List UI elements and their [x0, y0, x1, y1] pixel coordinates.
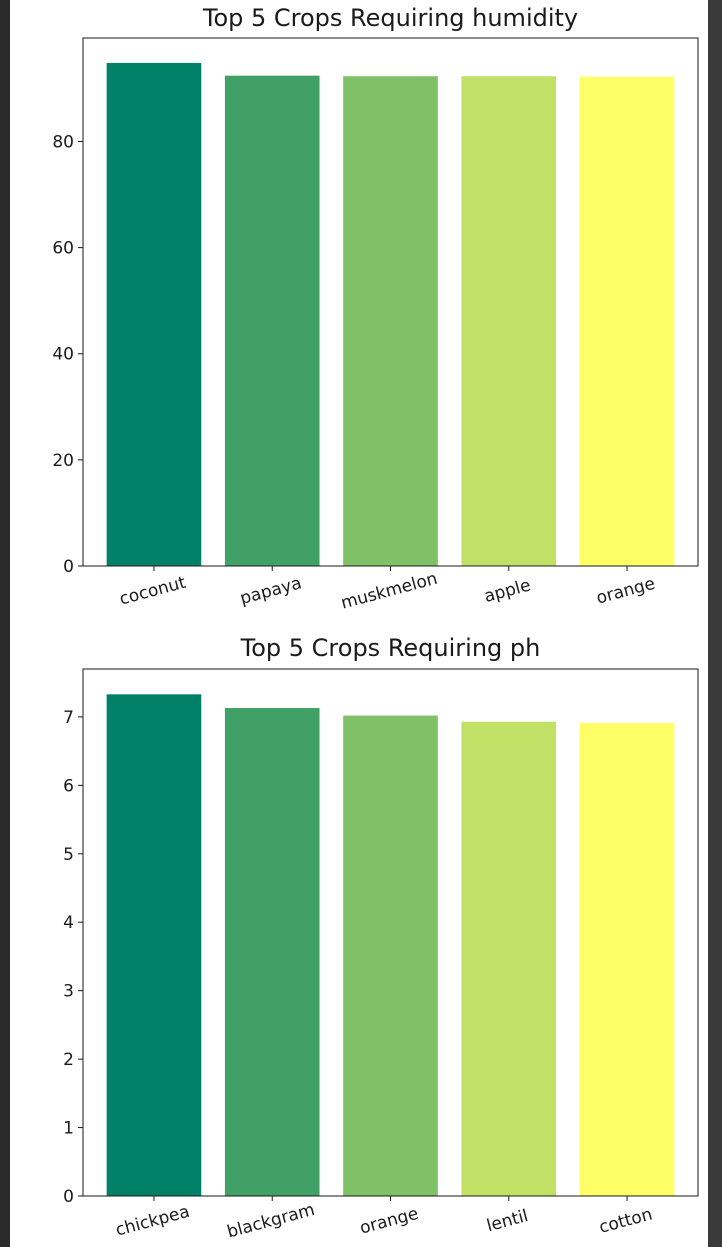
- y-tick-label: 80: [52, 132, 74, 152]
- y-tick-label: 2: [63, 1050, 74, 1070]
- y-tick-label: 3: [63, 982, 74, 1002]
- chart-figure: Top 5 Crops Requiring humidity Top 5 Cro…: [52, 4, 699, 1243]
- x-tick-label: coconut: [117, 573, 188, 610]
- x-tick-label: blackgram: [225, 1200, 317, 1243]
- x-tick-label: apple: [482, 575, 533, 607]
- y-tick-label: 1: [63, 1119, 74, 1139]
- bar-cotton: [579, 723, 675, 1196]
- x-tick-label: chickpea: [114, 1202, 192, 1241]
- y-tick-label: 40: [52, 345, 74, 365]
- bar-lentil: [461, 721, 557, 1196]
- y-tick-label: 4: [63, 913, 74, 933]
- scrollbar[interactable]: [708, 0, 722, 1247]
- figure-canvas: Top 5 Crops Requiring humidity Top 5 Cro…: [10, 0, 708, 1247]
- x-tick-label: lentil: [485, 1206, 531, 1236]
- ph-plot: chickpea blackgram orange lentil cotton 0 1 2 3 4…: [63, 668, 699, 1243]
- plot-frame: [82, 668, 699, 1197]
- x-tick-label: cotton: [597, 1204, 655, 1237]
- bar-orange: [579, 76, 675, 567]
- x-tick-label: orange: [594, 574, 657, 609]
- y-tick-label: 0: [63, 1187, 74, 1207]
- y-tick-label: 20: [52, 451, 74, 471]
- humidity-plot: coconut papaya muskmelon apple orange 0 20 40 60…: [52, 37, 699, 614]
- plot-frame: [82, 37, 699, 567]
- bar-blackgram: [224, 708, 320, 1196]
- bar-orange: [343, 715, 438, 1196]
- y-tick-label: 5: [63, 845, 74, 865]
- x-tick-label: muskmelon: [339, 569, 440, 614]
- bar-apple: [461, 76, 557, 567]
- chart-title-humidity: Top 5 Crops Requiring humidity: [202, 4, 578, 32]
- y-tick-label: 7: [63, 708, 74, 728]
- x-tick-label: papaya: [238, 573, 304, 609]
- chart-title-ph: Top 5 Crops Requiring ph: [240, 634, 541, 662]
- y-tick-label: 6: [63, 776, 74, 796]
- bar-papaya: [224, 75, 320, 566]
- x-tick-label: orange: [358, 1204, 421, 1239]
- y-tick-label: 60: [52, 239, 74, 259]
- bar-chickpea: [106, 694, 202, 1196]
- bar-muskmelon: [343, 76, 438, 567]
- y-tick-label: 0: [63, 557, 74, 577]
- bar-coconut: [106, 62, 202, 566]
